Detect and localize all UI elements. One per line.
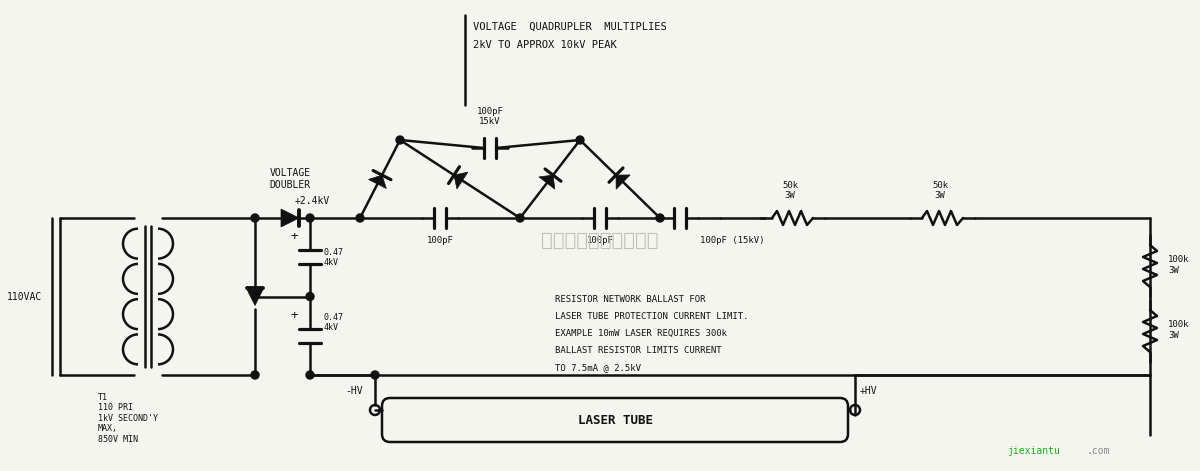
- Circle shape: [306, 292, 314, 300]
- Text: LASER TUBE PROTECTION CURRENT LIMIT.: LASER TUBE PROTECTION CURRENT LIMIT.: [554, 312, 749, 321]
- Circle shape: [251, 371, 259, 379]
- Text: 50k
3W: 50k 3W: [932, 180, 948, 200]
- Text: 0.47
4kV: 0.47 4kV: [324, 248, 344, 268]
- Text: 2kV TO APPROX 10kV PEAK: 2kV TO APPROX 10kV PEAK: [473, 40, 617, 50]
- Text: 110VAC: 110VAC: [7, 292, 42, 301]
- Circle shape: [656, 214, 664, 222]
- Text: jiexiantu: jiexiantu: [1007, 446, 1060, 456]
- Polygon shape: [454, 172, 468, 189]
- Text: VOLTAGE
DOUBLER: VOLTAGE DOUBLER: [270, 169, 311, 190]
- Polygon shape: [616, 175, 630, 189]
- Text: T1
110 PRI
1kV SECOND'Y
MAX,
850V MIN: T1 110 PRI 1kV SECOND'Y MAX, 850V MIN: [98, 393, 158, 444]
- Text: 100k
3W: 100k 3W: [1168, 255, 1189, 275]
- Polygon shape: [539, 175, 554, 189]
- Circle shape: [516, 214, 524, 222]
- Circle shape: [576, 136, 584, 144]
- Text: .com: .com: [1086, 446, 1110, 456]
- Text: +: +: [290, 309, 298, 322]
- Text: EXAMPLE 10mW LASER REQUIRES 300k: EXAMPLE 10mW LASER REQUIRES 300k: [554, 329, 727, 338]
- Text: 100pF
15kV: 100pF 15kV: [476, 106, 504, 126]
- Text: VOLTAGE  QUADRUPLER  MULTIPLIES: VOLTAGE QUADRUPLER MULTIPLIES: [473, 22, 667, 32]
- Text: 杭州将睷科技有限公司: 杭州将睷科技有限公司: [541, 230, 659, 250]
- Text: RESISTOR NETWORK BALLAST FOR: RESISTOR NETWORK BALLAST FOR: [554, 295, 706, 304]
- Text: 100pF (15kV): 100pF (15kV): [700, 236, 764, 245]
- Text: -HV: -HV: [346, 386, 364, 396]
- Text: 100k
3W: 100k 3W: [1168, 320, 1189, 340]
- Circle shape: [396, 136, 404, 144]
- Text: BALLAST RESISTOR LIMITS CURRENT: BALLAST RESISTOR LIMITS CURRENT: [554, 346, 721, 355]
- Text: 0.47
4kV: 0.47 4kV: [324, 312, 344, 332]
- Circle shape: [306, 214, 314, 222]
- Text: TO 7.5mA @ 2.5kV: TO 7.5mA @ 2.5kV: [554, 363, 641, 372]
- Circle shape: [371, 371, 379, 379]
- Circle shape: [306, 371, 314, 379]
- Circle shape: [356, 214, 364, 222]
- Text: +2.4kV: +2.4kV: [295, 196, 330, 206]
- Text: 100pF: 100pF: [426, 236, 454, 245]
- Circle shape: [251, 214, 259, 222]
- Polygon shape: [368, 175, 386, 188]
- Text: +HV: +HV: [860, 386, 877, 396]
- Text: +: +: [290, 230, 298, 243]
- Text: LASER TUBE: LASER TUBE: [577, 414, 653, 427]
- Polygon shape: [246, 287, 264, 306]
- Text: 100pF: 100pF: [587, 236, 613, 245]
- Polygon shape: [281, 209, 299, 227]
- Text: 50k
3W: 50k 3W: [782, 180, 798, 200]
